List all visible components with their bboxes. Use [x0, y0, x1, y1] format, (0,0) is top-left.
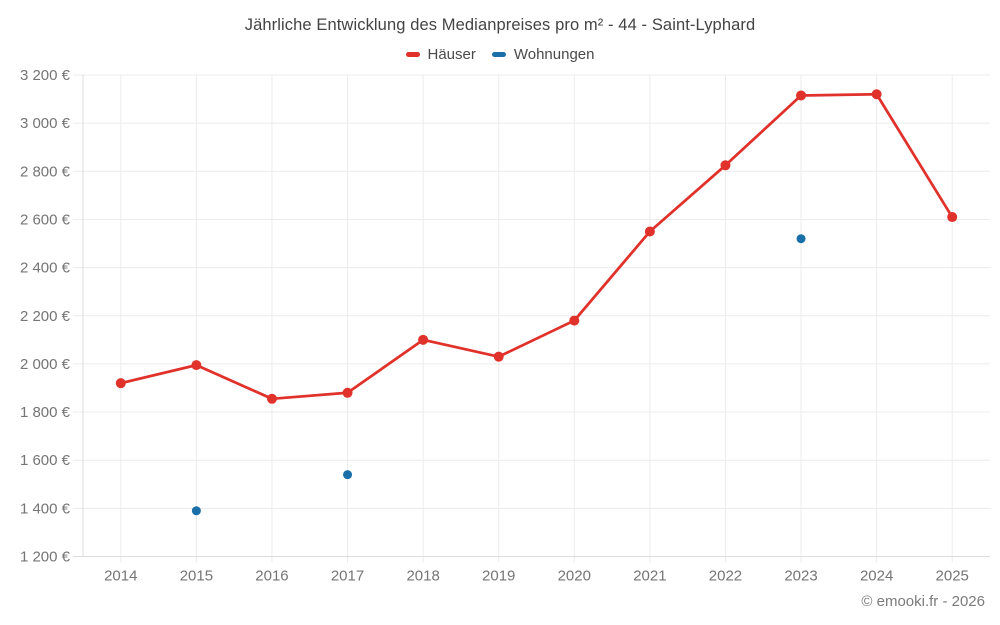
- y-axis-tick-label: 1 400 €: [20, 500, 71, 517]
- footer-credit: © emooki.fr - 2026: [861, 593, 985, 610]
- hauser-data-point: [191, 360, 202, 371]
- x-axis-tick-label: 2019: [482, 568, 515, 585]
- chart-title: Jährliche Entwicklung des Medianpreises …: [244, 16, 756, 34]
- x-axis-tick-label: 2020: [558, 568, 591, 585]
- hauser-line: [119, 92, 954, 401]
- y-axis-tick-label: 2 400 €: [20, 260, 71, 277]
- x-axis-tick-label: 2025: [936, 568, 969, 585]
- y-axis-tick-label: 2 800 €: [20, 163, 71, 180]
- hauser-data-point: [266, 393, 277, 404]
- y-axis-tick-label: 2 200 €: [20, 308, 71, 325]
- y-axis-tick-label: 3 000 €: [20, 115, 71, 132]
- hauser-data-point: [418, 334, 429, 345]
- x-axis-tick-label: 2018: [406, 568, 439, 585]
- hauser-data-point: [644, 226, 655, 237]
- hauser-data-point: [115, 378, 126, 389]
- x-axis-tick-label: 2023: [784, 568, 817, 585]
- hauser-data-point: [796, 90, 807, 101]
- y-axis-tick-label: 1 800 €: [20, 404, 71, 421]
- y-axis-tick-label: 1 200 €: [20, 549, 71, 566]
- legend: Häuser Wohnungen: [0, 46, 1000, 63]
- hauser-swatch-icon: [405, 52, 420, 57]
- hauser-data-point: [342, 387, 353, 398]
- legend-label-hauser: Häuser: [427, 46, 476, 63]
- wohnungen-data-point: [191, 506, 201, 516]
- wohnungen-data-point: [343, 470, 353, 480]
- legend-item-wohnungen[interactable]: Wohnungen: [491, 46, 595, 63]
- y-axis-tick-label: 2 600 €: [20, 211, 71, 228]
- x-axis-tick-label: 2016: [255, 568, 288, 585]
- x-axis-tick-label: 2024: [860, 568, 893, 585]
- hauser-data-point: [493, 351, 504, 362]
- y-axis-tick-label: 3 200 €: [20, 67, 71, 84]
- legend-item-hauser[interactable]: Häuser: [405, 46, 476, 63]
- x-axis-tick-label: 2014: [104, 568, 137, 585]
- hauser-data-point: [720, 160, 731, 171]
- hauser-data-point: [871, 89, 882, 100]
- legend-label-wohnungen: Wohnungen: [513, 46, 595, 63]
- hauser-data-point: [947, 212, 958, 223]
- y-axis-tick-label: 1 600 €: [20, 452, 71, 469]
- x-axis-tick-label: 2021: [633, 568, 666, 585]
- x-axis-tick-label: 2015: [180, 568, 213, 585]
- x-axis-tick-label: 2017: [331, 568, 364, 585]
- hauser-data-point: [569, 315, 580, 326]
- wohnungen-swatch-icon: [491, 52, 506, 57]
- wohnungen-data-point: [796, 234, 806, 244]
- x-axis-tick-label: 2022: [709, 568, 742, 585]
- y-axis-tick-label: 2 000 €: [20, 356, 71, 373]
